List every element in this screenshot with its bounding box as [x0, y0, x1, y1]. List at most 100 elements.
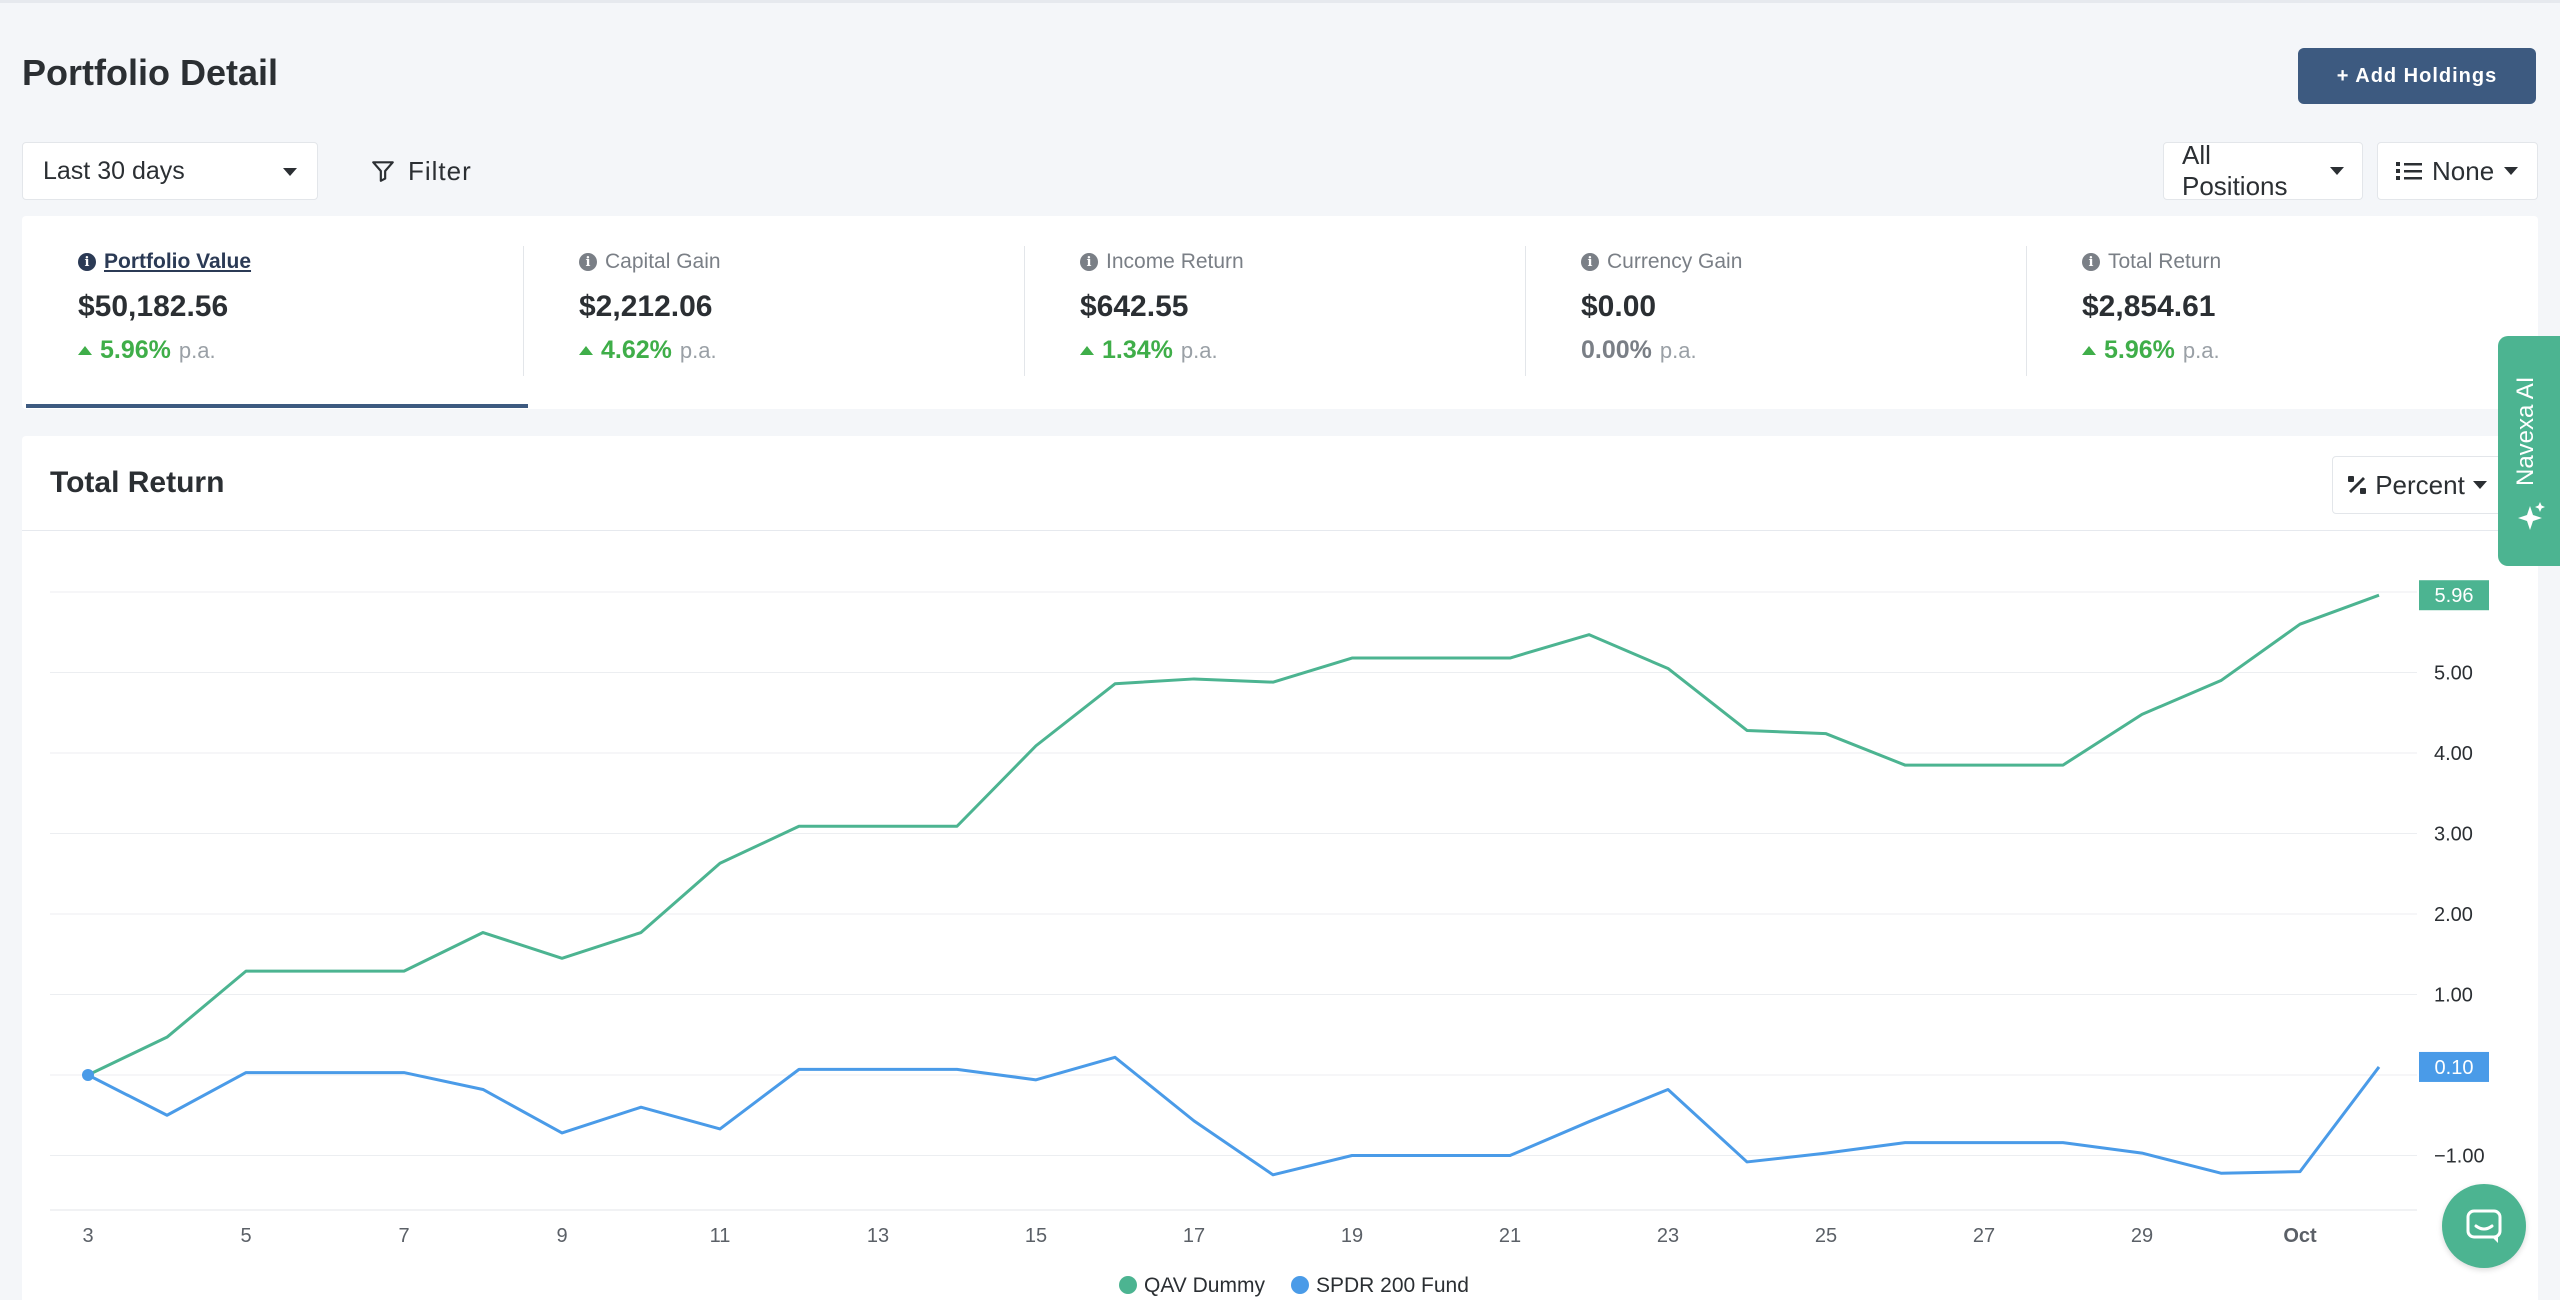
chart-title: Total Return: [50, 466, 225, 499]
active-tab-indicator: [26, 404, 528, 408]
stat-change-value: 5.96%: [2104, 336, 2175, 364]
stat-value: $2,212.06: [579, 290, 713, 323]
x-tick-label: 27: [1973, 1225, 1995, 1247]
group-by-dropdown[interactable]: None: [2377, 142, 2538, 200]
stat-label-row: i Capital Gain: [579, 250, 1023, 274]
stat-change: 0.00% p.a.: [1581, 336, 2025, 365]
stat-change-value: 4.62%: [601, 336, 672, 364]
stat-change: 4.62% p.a.: [579, 336, 1023, 365]
filter-button[interactable]: Filter: [370, 150, 472, 192]
positions-label: All Positions: [2182, 140, 2288, 201]
stat-value: $50,182.56: [78, 290, 229, 323]
group-by-label: None: [2432, 155, 2495, 186]
chevron-down-icon: [2330, 167, 2344, 175]
stat-label: Total Return: [2108, 250, 2222, 273]
top-border: [0, 0, 2560, 3]
y-tick-label: 3.00: [2434, 824, 2473, 846]
end-value-badge: [2419, 1051, 2489, 1082]
summary-panel: i Portfolio Value $50,182.56 5.96% p.a. …: [22, 216, 2538, 409]
divider: [1525, 246, 1526, 376]
total-return-chart[interactable]: 5.00 4.00 3.00 2.00 1.00 −1.00 3 5 7 9 11 13 15 17 19 2…: [22, 436, 2538, 1300]
x-tick-label: 23: [1657, 1225, 1679, 1247]
date-range-select[interactable]: Last 30 days: [22, 142, 318, 200]
divider: [1024, 246, 1025, 376]
filter-label: Filter: [408, 155, 472, 186]
sparkle-icon: [2518, 502, 2545, 530]
stat-change: 5.96% p.a.: [2082, 336, 2526, 365]
x-tick-label: Oct: [2283, 1225, 2317, 1247]
stat-change-value: 0.00%: [1581, 336, 1652, 364]
list-icon: [2396, 162, 2422, 180]
stat-change-suffix: p.a.: [679, 337, 717, 363]
divider: [2026, 246, 2027, 376]
info-icon: i: [1080, 253, 1098, 271]
y-tick-label: 1.00: [2434, 985, 2473, 1007]
stat-label-row: i Currency Gain: [1581, 250, 2025, 274]
x-tick-label: 11: [710, 1225, 731, 1247]
legend-swatch: [1119, 1276, 1137, 1294]
divider: [22, 530, 2538, 531]
stat-total-return[interactable]: i Total Return $2,854.61 5.96% p.a.: [2026, 216, 2526, 409]
stat-value: $0.00: [1581, 290, 1657, 323]
stat-change-suffix: p.a.: [2182, 337, 2220, 363]
stat-label-row: i Total Return: [2082, 250, 2526, 274]
x-tick-label: 3: [82, 1225, 93, 1247]
x-tick-label: 9: [556, 1225, 567, 1247]
series-line-qav-dummy: [87, 593, 2380, 1077]
stat-change-suffix: p.a.: [1180, 337, 1218, 363]
add-holdings-button[interactable]: + Add Holdings: [2298, 48, 2536, 104]
stat-portfolio-value[interactable]: i Portfolio Value $50,182.56 5.96% p.a.: [22, 216, 522, 409]
stat-change-suffix: p.a.: [1659, 337, 1697, 363]
x-tick-label: 17: [1183, 1225, 1205, 1247]
y-tick-label: 4.00: [2434, 743, 2473, 765]
y-tick-label: 5.00: [2434, 663, 2473, 685]
up-arrow-icon: [1080, 346, 1094, 355]
chat-button[interactable]: [2442, 1184, 2526, 1268]
stat-label: Capital Gain: [605, 250, 721, 273]
info-icon: i: [579, 253, 597, 271]
navexa-ai-tab[interactable]: Navexa AI: [2498, 336, 2560, 566]
stat-capital-gain[interactable]: i Capital Gain $2,212.06 4.62% p.a.: [523, 216, 1023, 409]
info-icon: i: [78, 253, 96, 271]
legend-label: SPDR 200 Fund: [1316, 1274, 1469, 1297]
end-value-badge: [2419, 580, 2489, 611]
x-tick-label: 29: [2131, 1225, 2153, 1247]
stat-value: $642.55: [1080, 290, 1189, 323]
percent-icon: [2348, 476, 2367, 494]
legend-swatch: [1291, 1276, 1309, 1294]
chart-mode-dropdown[interactable]: Percent: [2332, 456, 2502, 514]
legend-label: QAV Dummy: [1144, 1274, 1265, 1297]
stat-change-value: 1.34%: [1102, 336, 1173, 364]
x-tick-label: 21: [1499, 1225, 1521, 1247]
x-tick-label: 15: [1025, 1225, 1047, 1247]
x-tick-label: 25: [1815, 1225, 1837, 1247]
stat-change: 1.34% p.a.: [1080, 336, 1524, 365]
stat-change-value: 5.96%: [100, 336, 171, 364]
stat-value: $2,854.61: [2082, 290, 2216, 323]
series-start-point: [82, 1069, 94, 1081]
stat-label-row: i Income Return: [1080, 250, 1524, 274]
divider: [523, 246, 524, 376]
chevron-down-icon: [2472, 481, 2487, 489]
stat-change-suffix: p.a.: [178, 337, 216, 363]
up-arrow-icon: [78, 346, 92, 355]
stat-income-return[interactable]: i Income Return $642.55 1.34% p.a.: [1024, 216, 1524, 409]
positions-dropdown[interactable]: All Positions: [2163, 140, 2363, 201]
x-tick-label: 19: [1341, 1225, 1363, 1247]
up-arrow-icon: [579, 346, 593, 355]
chevron-down-icon: [283, 168, 297, 176]
chat-icon: [2466, 1209, 2502, 1243]
stat-label: Currency Gain: [1607, 250, 1743, 273]
end-value-label: 0.10: [2435, 1057, 2474, 1079]
chart-card: Total Return Percent 5.00 4.00 3.00 2.00 1.0…: [22, 436, 2538, 1300]
x-tick-label: 5: [240, 1225, 251, 1247]
navexa-ai-label: Navexa AI: [2512, 376, 2539, 486]
stat-currency-gain[interactable]: i Currency Gain $0.00 0.00% p.a.: [1525, 216, 2025, 409]
stat-label: Portfolio Value: [104, 250, 252, 273]
info-icon: i: [2082, 253, 2100, 271]
series-line-spdr-200-fund: [87, 1055, 2381, 1177]
y-tick-label: 2.00: [2434, 904, 2473, 926]
info-icon: i: [1581, 253, 1599, 271]
chart-mode-label: Percent: [2375, 469, 2465, 500]
x-tick-label: 7: [398, 1225, 409, 1247]
